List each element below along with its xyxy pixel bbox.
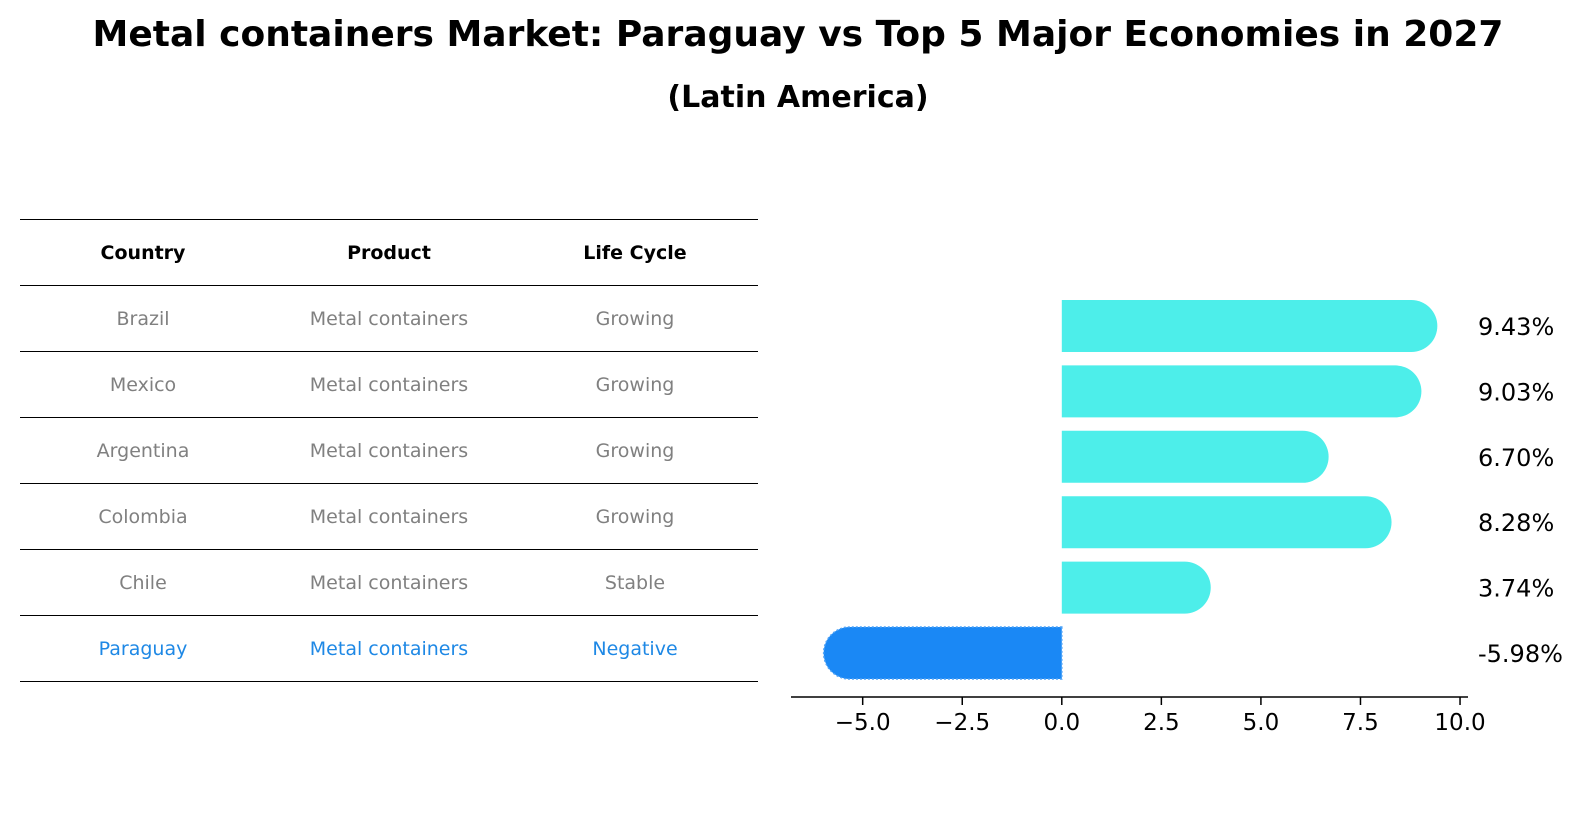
table-row: Argentina Metal containers Growing (20, 417, 758, 483)
header-country: Country (100, 241, 186, 264)
bar-chile (1061, 561, 1211, 614)
table-row: Brazil Metal containers Growing (20, 285, 758, 351)
bar-argentina (1061, 430, 1329, 483)
chart-subtitle: (Latin America) (667, 80, 929, 115)
cell-product: Metal containers (309, 505, 469, 528)
value-label-paraguay: -5.98% (1478, 640, 1563, 668)
bar-paraguay (822, 626, 1063, 680)
header-product: Product (347, 241, 431, 264)
bar-mexico (1061, 365, 1422, 418)
cell-country: Brazil (116, 307, 170, 330)
cell-product: Metal containers (309, 571, 469, 594)
table-row: Mexico Metal containers Growing (20, 351, 758, 417)
table-row: Colombia Metal containers Growing (20, 483, 758, 549)
cell-life-cycle: Growing (595, 307, 675, 330)
bar-colombia (1061, 496, 1392, 549)
x-tick-label: −2.5 (934, 710, 990, 736)
table-row-highlighted: Paraguay Metal containers Negative (20, 615, 758, 682)
value-label-chile: 3.74% (1478, 575, 1554, 603)
x-tick-label: 2.5 (1143, 710, 1180, 736)
cell-country: Paraguay (98, 637, 188, 660)
value-label-colombia: 8.28% (1478, 509, 1554, 537)
x-tick-label: 0.0 (1044, 710, 1081, 736)
cell-life-cycle: Growing (595, 505, 675, 528)
cell-product: Metal containers (309, 307, 469, 330)
chart-title: Metal containers Market: Paraguay vs Top… (92, 14, 1504, 55)
x-tick-label: −5.0 (835, 710, 891, 736)
cell-life-cycle: Stable (604, 571, 666, 594)
cell-country: Argentina (96, 439, 190, 462)
cell-product: Metal containers (309, 373, 469, 396)
table-header-row: Country Product Life Cycle (20, 219, 758, 285)
table-row: Chile Metal containers Stable (20, 549, 758, 615)
summary-table: Country Product Life Cycle Brazil Metal … (20, 219, 758, 682)
x-tick-label: 7.5 (1342, 710, 1379, 736)
cell-country: Mexico (109, 373, 177, 396)
value-label-argentina: 6.70% (1478, 444, 1554, 472)
value-label-mexico: 9.03% (1478, 378, 1554, 406)
cell-product: Metal containers (309, 637, 469, 660)
cell-life-cycle: Growing (595, 439, 675, 462)
value-label-brazil: 9.43% (1478, 313, 1554, 341)
cell-country: Colombia (98, 505, 188, 528)
x-tick-label: 10.0 (1434, 710, 1485, 736)
x-tick-label: 5.0 (1243, 710, 1280, 736)
cell-life-cycle: Negative (592, 637, 678, 660)
cell-product: Metal containers (309, 439, 469, 462)
cell-country: Chile (119, 571, 167, 594)
header-life-cycle: Life Cycle (583, 241, 687, 264)
cell-life-cycle: Growing (595, 373, 675, 396)
bar-brazil (1061, 300, 1438, 352)
